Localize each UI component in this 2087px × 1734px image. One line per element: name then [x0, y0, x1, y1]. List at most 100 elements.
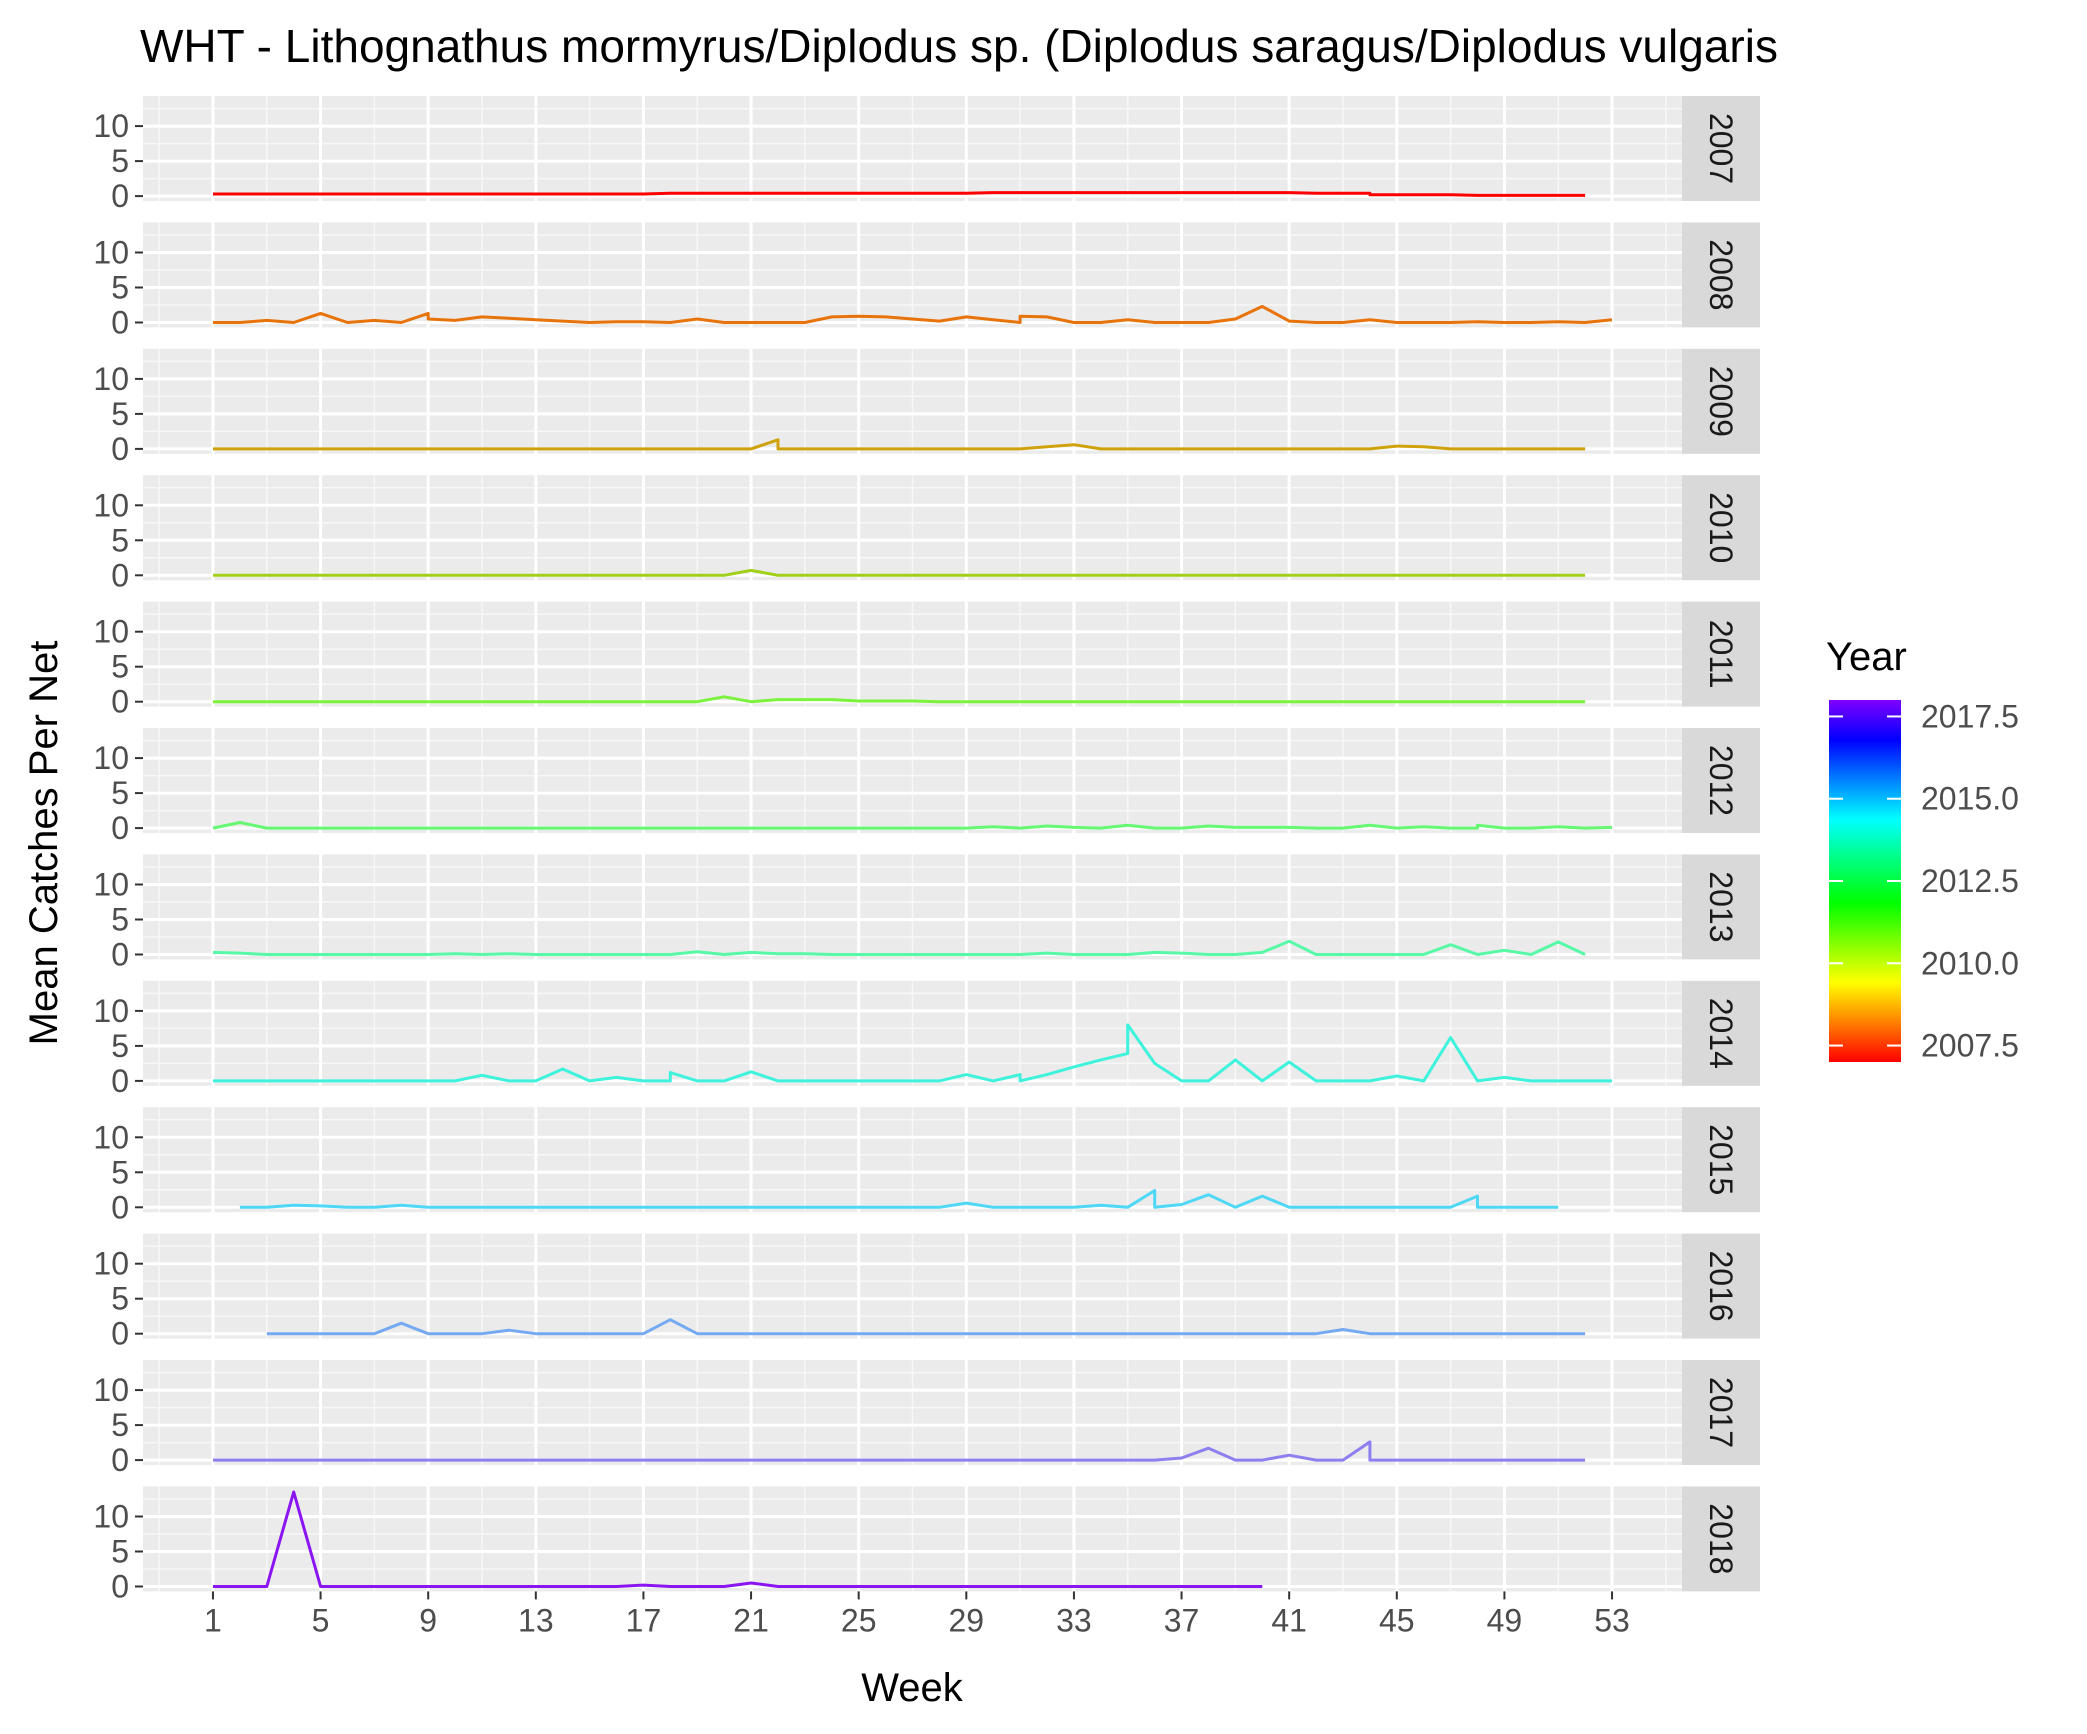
y-tick-label: 10 [93, 614, 129, 650]
facet-strip [1682, 1486, 1760, 1592]
series-line-2011 [213, 695, 1586, 704]
series-line-2018 [213, 1490, 1263, 1588]
y-tick-label: 0 [111, 810, 129, 846]
legend-tick-label: 2015.0 [1921, 781, 2019, 817]
facet-strip [1682, 222, 1760, 328]
y-tick-label: 5 [111, 649, 129, 685]
facet-strip [1682, 728, 1760, 833]
legend-tick-label: 2007.5 [1921, 1028, 2019, 1064]
x-tick-label: 9 [419, 1602, 437, 1638]
y-tick-label: 10 [93, 235, 129, 271]
y-tick-label: 0 [111, 305, 129, 341]
legend-title: Year [1826, 635, 1907, 679]
facet-strip [1682, 96, 1760, 201]
y-tick-label: 10 [93, 361, 129, 397]
y-tick-label: 10 [93, 867, 129, 903]
y-tick-label: 0 [111, 1063, 129, 1099]
facet-strip [1682, 348, 1760, 454]
facet-strip [1682, 1107, 1760, 1213]
facet-strip-label: 2017 [1703, 1377, 1739, 1448]
facet-strip-label: 2009 [1703, 366, 1739, 437]
facet-strip [1682, 1233, 1760, 1339]
legend: Year 2007.5 2010.0 2012.5 2015.0 2017.5 [1826, 635, 2019, 1064]
legend-ticks: 2007.5 2010.0 2012.5 2015.0 2017.5 [1829, 698, 2019, 1064]
x-tick-label: 53 [1594, 1602, 1630, 1638]
y-tick-label: 10 [93, 108, 129, 144]
x-tick-label: 5 [312, 1602, 330, 1638]
y-tick-label: 10 [93, 993, 129, 1029]
facet-strip-label: 2012 [1703, 745, 1739, 816]
y-tick-label: 0 [111, 1189, 129, 1225]
x-tick-label: 21 [733, 1602, 769, 1638]
facet-strip-label: 2018 [1703, 1503, 1739, 1574]
chart-title: WHT - Lithognathus mormyrus/Diplodus sp.… [140, 20, 1778, 72]
facet-strip-label: 2011 [1703, 620, 1739, 689]
series-line-2007 [213, 191, 1586, 197]
x-axis: 1 5 9 13 17 21 25 29 33 37 41 45 49 53 [204, 1591, 1630, 1638]
x-tick-label: 49 [1487, 1602, 1523, 1638]
y-tick-label: 5 [111, 775, 129, 811]
facet-strip-label: 2010 [1703, 492, 1739, 563]
y-tick-label: 5 [111, 1281, 129, 1317]
series-line-2010 [213, 568, 1586, 577]
y-tick-label: 0 [111, 1569, 129, 1605]
series-line-2017 [213, 1440, 1586, 1462]
y-tick-label: 5 [111, 1407, 129, 1443]
x-tick-label: 25 [841, 1602, 877, 1638]
legend-tick-label: 2017.5 [1921, 698, 2019, 734]
y-tick-label: 10 [93, 1119, 129, 1155]
y-tick-label: 5 [111, 1154, 129, 1190]
y-tick-label: 10 [93, 1246, 129, 1282]
x-tick-label: 33 [1056, 1602, 1092, 1638]
y-tick-label: 10 [93, 1372, 129, 1408]
facet-strip-label: 2014 [1703, 998, 1739, 1069]
facet-strip-label: 2016 [1703, 1251, 1739, 1322]
y-tick-label: 10 [93, 740, 129, 776]
series-line-2016 [266, 1318, 1586, 1336]
facet-strip-label: 2007 [1703, 113, 1739, 184]
y-tick-label: 0 [111, 178, 129, 214]
x-tick-label: 29 [949, 1602, 985, 1638]
facet-strip-label: 2015 [1703, 1124, 1739, 1195]
facet-strip [1682, 601, 1760, 707]
legend-tick-label: 2010.0 [1921, 945, 2019, 981]
y-tick-label: 0 [111, 1316, 129, 1352]
y-tick-label: 5 [111, 902, 129, 938]
y-tick-label: 5 [111, 1028, 129, 1064]
x-tick-label: 37 [1164, 1602, 1200, 1638]
y-tick-label: 10 [93, 1499, 129, 1535]
x-tick-label: 17 [626, 1602, 662, 1638]
y-tick-label: 5 [111, 396, 129, 432]
facet-strip-label: 2008 [1703, 239, 1739, 310]
facet-strip [1682, 980, 1760, 1086]
facet-strip [1682, 854, 1760, 960]
series-line-2012 [212, 821, 1613, 830]
y-tick-label: 10 [93, 487, 129, 523]
series-line-2008 [213, 304, 1613, 324]
legend-tick-label: 2012.5 [1921, 863, 2019, 899]
y-tick-label: 0 [111, 557, 129, 593]
y-tick-label: 0 [111, 431, 129, 467]
y-tick-label: 5 [111, 1534, 129, 1570]
y-tick-label: 5 [111, 143, 129, 179]
facet-strip [1682, 475, 1760, 581]
y-tick-label: 0 [111, 1442, 129, 1478]
series-line-2009 [213, 438, 1586, 451]
y-tick-label: 5 [111, 270, 129, 306]
x-tick-label: 45 [1379, 1602, 1415, 1638]
series-line-2015 [239, 1189, 1559, 1209]
x-tick-label: 13 [518, 1602, 554, 1638]
facet-strip-label: 2013 [1703, 871, 1739, 942]
